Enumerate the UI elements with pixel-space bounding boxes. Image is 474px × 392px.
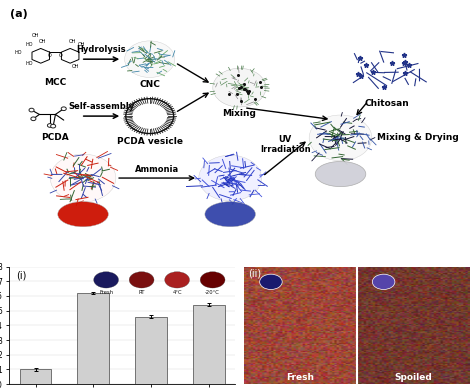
Text: Fresh: Fresh (286, 373, 314, 382)
Text: HO: HO (26, 62, 33, 66)
Text: OH: OH (72, 64, 79, 69)
Ellipse shape (58, 201, 109, 227)
Text: Ammonia: Ammonia (135, 165, 179, 174)
Ellipse shape (260, 274, 282, 289)
Text: O: O (48, 53, 52, 58)
Text: Hydrolysis: Hydrolysis (77, 45, 126, 54)
Text: OH: OH (32, 33, 39, 38)
Circle shape (130, 102, 169, 130)
Ellipse shape (373, 274, 395, 289)
Circle shape (213, 68, 266, 107)
Circle shape (199, 155, 262, 201)
Text: MCC: MCC (45, 78, 66, 87)
Circle shape (309, 115, 372, 161)
Text: OH: OH (78, 42, 85, 47)
Text: Spoiled: Spoiled (394, 373, 432, 382)
Text: HO: HO (15, 50, 22, 55)
Text: Mixing: Mixing (222, 109, 256, 118)
Circle shape (61, 107, 66, 111)
Circle shape (47, 123, 53, 127)
Circle shape (51, 124, 55, 128)
Text: Self-assembly: Self-assembly (68, 102, 135, 111)
Bar (77, 293, 109, 384)
Text: CNC: CNC (139, 80, 160, 89)
Text: PCDA vesicle: PCDA vesicle (117, 137, 182, 146)
Text: OH: OH (39, 38, 46, 44)
Circle shape (50, 154, 116, 202)
Text: UV
Irradiation: UV Irradiation (260, 134, 310, 154)
Text: (i): (i) (16, 270, 27, 280)
Circle shape (125, 41, 175, 78)
Ellipse shape (315, 162, 366, 187)
Text: OH: OH (68, 38, 76, 44)
Text: PCDA: PCDA (42, 133, 69, 142)
Ellipse shape (205, 201, 255, 227)
Circle shape (31, 117, 36, 121)
Text: HO: HO (26, 42, 33, 47)
Text: O: O (59, 53, 63, 58)
Bar (193, 305, 225, 384)
Text: Mixing & Drying: Mixing & Drying (377, 133, 459, 142)
Circle shape (29, 108, 34, 112)
Text: (a): (a) (10, 9, 28, 19)
Text: (ii): (ii) (248, 269, 262, 279)
Bar (20, 369, 52, 384)
Bar (135, 316, 167, 384)
Text: Chitosan: Chitosan (364, 99, 409, 108)
